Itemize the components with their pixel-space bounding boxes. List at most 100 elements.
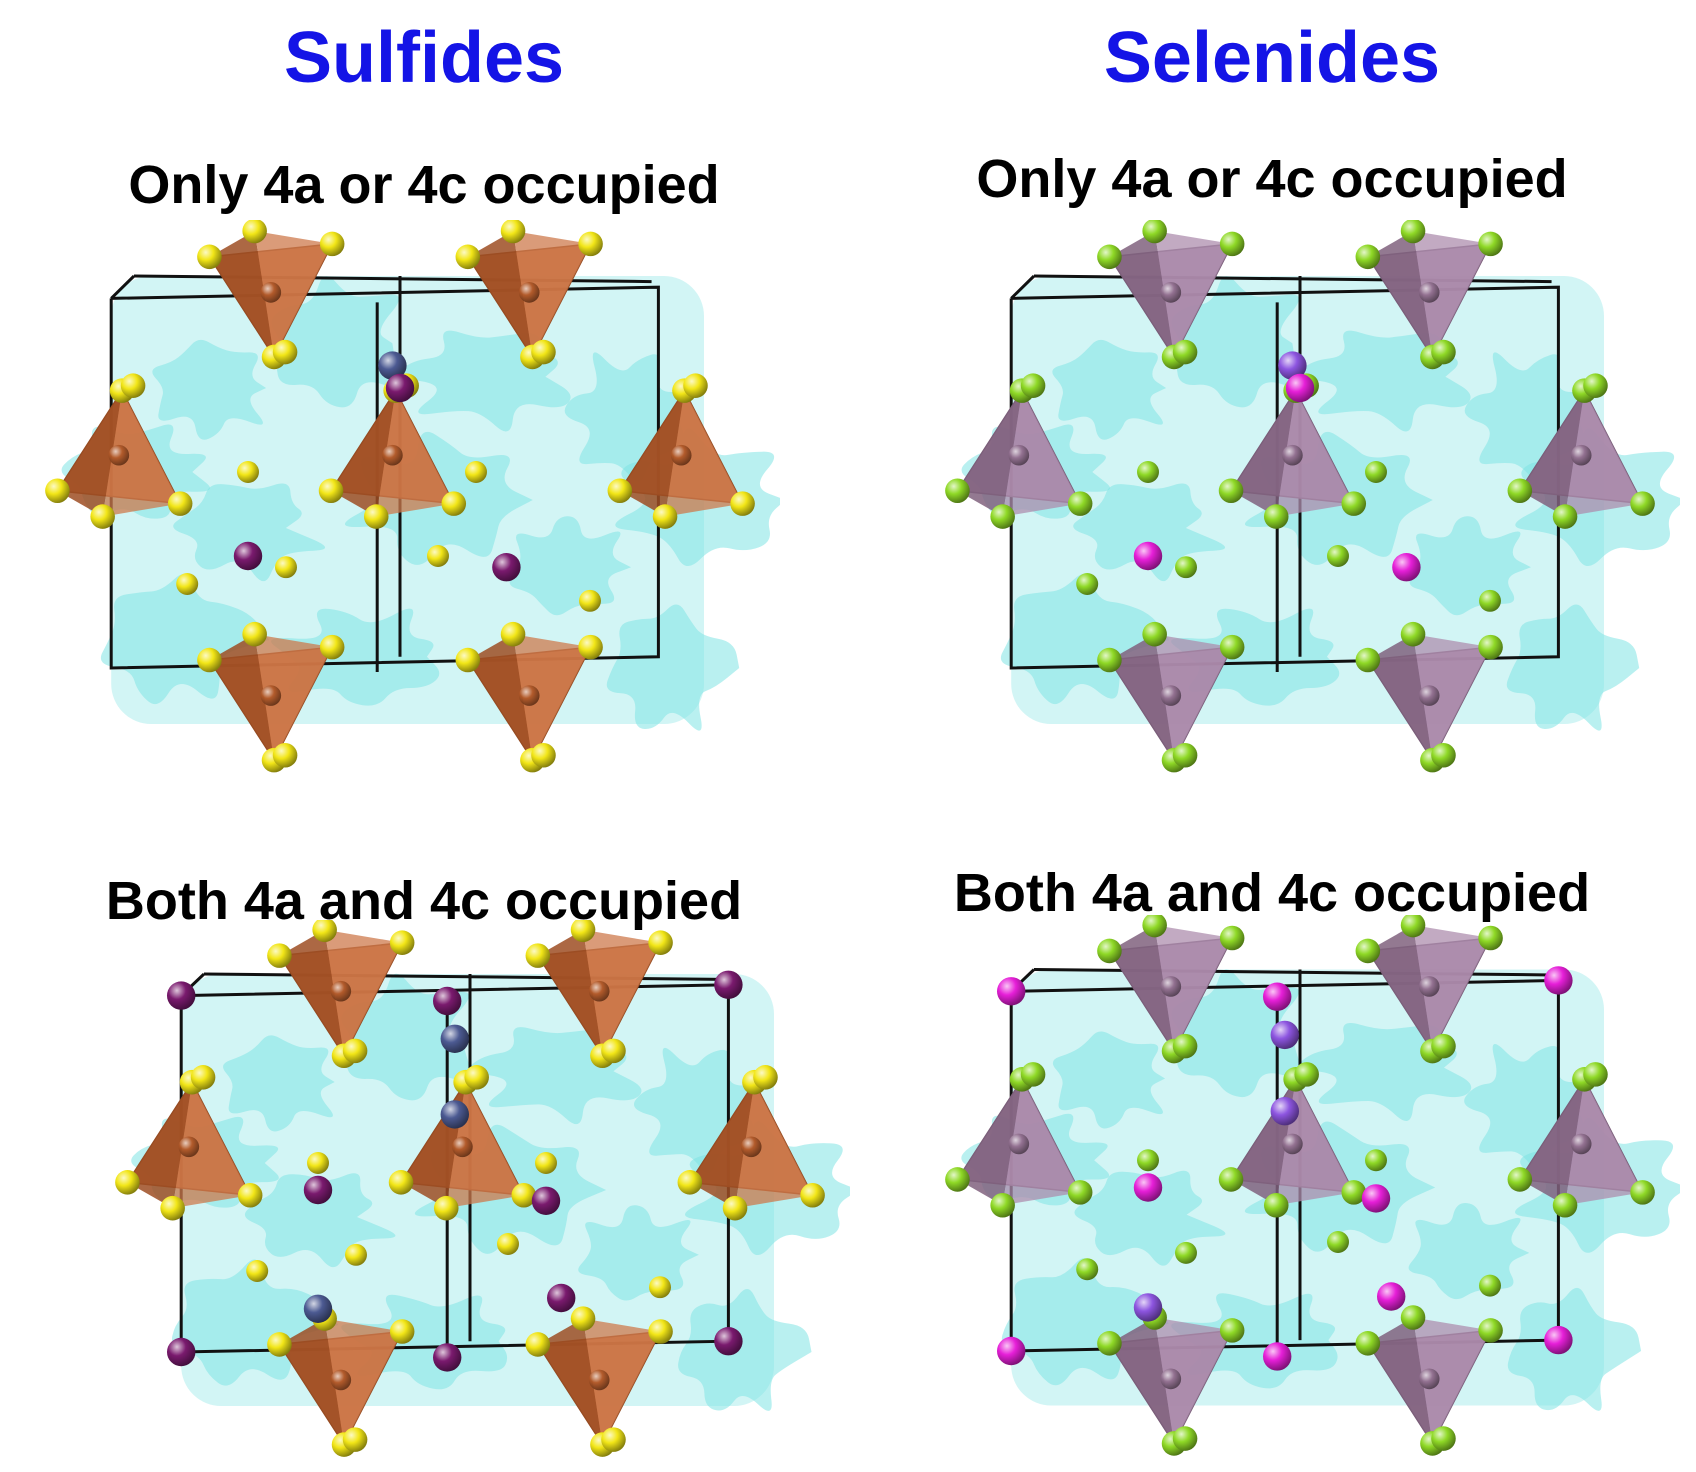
- isosurface-blob: [152, 339, 267, 440]
- isosurface-blob: [1074, 1170, 1226, 1266]
- anion-atom: [1365, 461, 1387, 483]
- anion-atom: [578, 634, 603, 660]
- anion-atom: [272, 339, 298, 365]
- anion-atom: [455, 244, 481, 270]
- anion-atom: [1478, 925, 1503, 951]
- anion-atom: [1327, 545, 1349, 567]
- anion-atom: [342, 1427, 368, 1452]
- anion-atom: [535, 1152, 557, 1174]
- cation-atom: [440, 1100, 470, 1129]
- anion-atom: [389, 1319, 415, 1344]
- anion-atom: [1263, 1192, 1289, 1218]
- isosurface-blob: [244, 1173, 396, 1268]
- anion-atom: [1067, 491, 1093, 516]
- anion-atom: [342, 1038, 368, 1064]
- isosurface-blob: [1409, 516, 1531, 616]
- isosurface-blob: [223, 1035, 335, 1132]
- anion-atom: [578, 231, 603, 257]
- anion-atom: [1142, 915, 1167, 938]
- tetrahedron-face: [583, 1318, 661, 1445]
- anion-atom: [45, 478, 70, 504]
- anion-atom: [1067, 1180, 1093, 1205]
- anion-atom: [319, 634, 345, 660]
- tetrahedron: [45, 373, 193, 529]
- tetrahedron-face: [1519, 390, 1585, 517]
- isosurface-blob: [1000, 574, 1170, 705]
- selenides-top-panel-title: Only 4a or 4c occupied: [976, 149, 1568, 209]
- tetrahedron: [1355, 220, 1503, 370]
- anion-atom: [730, 491, 755, 516]
- tetrahedron-face: [1565, 1079, 1643, 1206]
- cation-atom: [1133, 541, 1163, 571]
- anion-atom: [1431, 742, 1456, 768]
- tetrahedron: [1097, 915, 1245, 1064]
- anion-atom: [1478, 231, 1503, 257]
- anion-atom: [648, 1319, 673, 1344]
- tetrahedron: [1507, 373, 1655, 529]
- tetrahedron-center-atom: [1282, 1133, 1303, 1155]
- tetrahedron-center-atom: [740, 1136, 762, 1158]
- anion-atom: [242, 220, 267, 244]
- tetrahedron-center-atom: [1570, 1133, 1592, 1155]
- tetrahedron-face: [1109, 230, 1175, 357]
- anion-atom: [945, 478, 970, 504]
- unit-cell-edge: [110, 274, 136, 300]
- anion-atom: [1175, 556, 1197, 579]
- anion-atom: [388, 1170, 414, 1195]
- isosurface-blob: [1506, 604, 1640, 731]
- tetrahedron-center-atom: [1008, 1133, 1030, 1155]
- tetrahedron-face: [127, 1082, 193, 1209]
- tetrahedron-face: [1154, 634, 1233, 761]
- tetrahedron: [525, 1306, 673, 1457]
- anion-atom: [525, 1332, 551, 1357]
- anion-atom: [1583, 373, 1608, 398]
- anion-atom: [1219, 634, 1245, 660]
- tetrahedron-center-atom: [260, 685, 282, 706]
- anion-atom: [753, 1065, 778, 1090]
- tetrahedron-face: [331, 390, 396, 517]
- unit-cell-edge: [109, 285, 660, 670]
- cation-atom: [1278, 351, 1307, 380]
- tetrahedron-center-atom: [1418, 282, 1440, 303]
- tetrahedron-face: [279, 1318, 345, 1445]
- tetrahedron-center-atom: [1160, 282, 1182, 303]
- tetrahedron: [455, 220, 603, 370]
- tetrahedron: [945, 1062, 1093, 1218]
- tetrahedron: [1507, 1062, 1655, 1218]
- tetrahedron-face: [1154, 230, 1233, 357]
- tetrahedron-face: [324, 1318, 403, 1445]
- anion-atom: [1218, 478, 1244, 504]
- cation-atom: [1133, 1173, 1163, 1202]
- cation-atom: [1544, 1325, 1573, 1355]
- anion-atom: [1583, 1062, 1608, 1087]
- anion-atom: [275, 556, 297, 579]
- isosurface-blob: [271, 276, 403, 408]
- cation-atom: [432, 986, 462, 1016]
- cation-atom: [492, 552, 521, 582]
- anion-atom: [1400, 915, 1426, 938]
- cation-atom: [1392, 552, 1421, 582]
- anion-atom: [465, 461, 487, 483]
- anion-atom: [1365, 1149, 1387, 1172]
- anion-atom: [1552, 1192, 1578, 1218]
- anion-atom: [1355, 1331, 1381, 1356]
- tetrahedron-face: [57, 390, 123, 517]
- selenides-top-structure: [945, 220, 1680, 773]
- anion-atom: [120, 373, 146, 398]
- tetrahedron-face: [1154, 925, 1233, 1052]
- cation-atom: [996, 977, 1026, 1006]
- anion-atom: [990, 504, 1015, 529]
- anion-atom: [1219, 925, 1245, 951]
- tetrahedron-face: [1002, 390, 1081, 517]
- anion-atom: [246, 1260, 269, 1282]
- isosurface-blob: [1408, 1202, 1530, 1300]
- anion-atom: [464, 1065, 489, 1090]
- anion-atom: [312, 920, 337, 943]
- anion-atom: [1327, 1231, 1349, 1253]
- tetrahedron-face: [957, 390, 1023, 517]
- isosurface-blob: [100, 574, 270, 705]
- anion-atom: [1172, 1033, 1198, 1059]
- isosurface-blob: [173, 483, 326, 582]
- tetrahedron-center-atom: [588, 1369, 610, 1391]
- tetrahedron-center-atom: [178, 1136, 200, 1158]
